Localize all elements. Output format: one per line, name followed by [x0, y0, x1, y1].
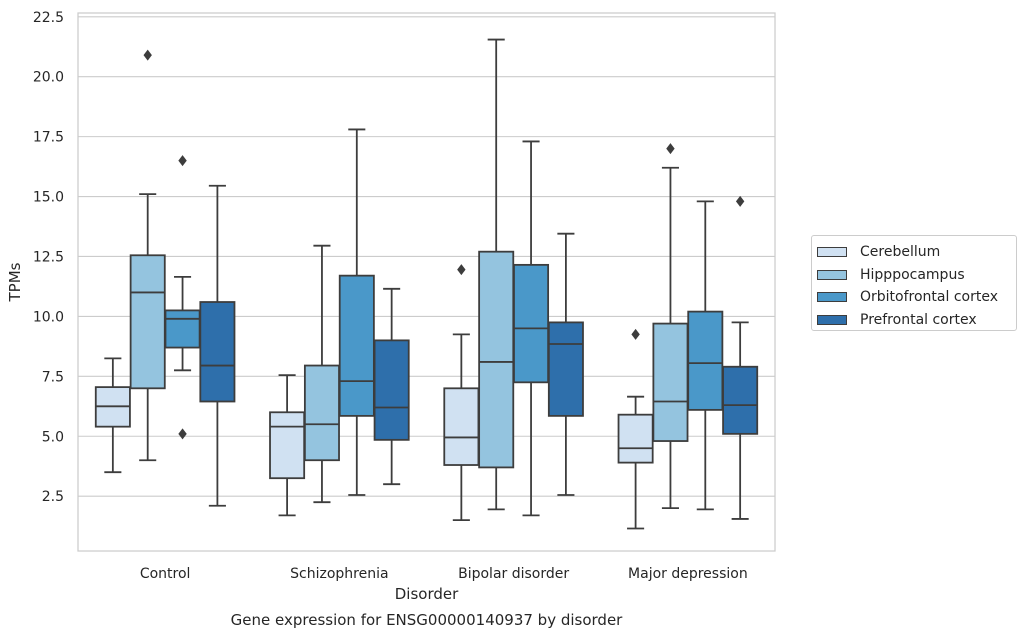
box-2-2 — [513, 140, 550, 517]
legend-label: Hipppocampus — [860, 266, 965, 283]
y-axis-label: TPMs — [6, 262, 24, 302]
box-3-3 — [722, 195, 759, 520]
box-1-0 — [129, 49, 166, 462]
legend-item: Cerebellum — [817, 241, 1016, 264]
outlier-point — [178, 155, 187, 167]
outlier-point — [457, 264, 466, 276]
plot-frame — [77, 12, 776, 552]
box-iqr — [303, 364, 340, 462]
box-0-1 — [269, 374, 306, 517]
outlier-point — [631, 328, 640, 340]
box-iqr — [164, 309, 201, 349]
x-tick-label: Bipolar disorder — [458, 566, 569, 582]
box-1-1 — [303, 244, 340, 504]
legend-item: Orbitofrontal cortex — [817, 286, 1016, 309]
box-iqr — [547, 321, 584, 417]
box-1-2 — [478, 38, 515, 511]
box-2-3 — [687, 200, 724, 511]
y-tick-label: 10.0 — [33, 309, 64, 325]
x-axis-ticks: Control Schizophrenia Bipolar disorder Majo… — [140, 566, 748, 582]
box-2-0 — [164, 155, 201, 440]
box-iqr — [722, 365, 759, 435]
outlier-point — [143, 49, 152, 61]
box-3-1 — [373, 287, 410, 486]
box-0-2 — [443, 264, 480, 522]
x-tick-label: Major depression — [628, 566, 748, 582]
legend-label: Orbitofrontal cortex — [860, 289, 998, 306]
box-0-0 — [94, 357, 131, 474]
box-0-3 — [617, 328, 654, 530]
box-3-0 — [199, 184, 236, 507]
box-iqr — [338, 274, 375, 417]
box-3-2 — [547, 232, 584, 496]
y-axis-ticks: 2.5 5.0 7.5 10.0 12.5 15.0 17.5 20.0 22.5 — [33, 10, 64, 505]
box-iqr — [652, 322, 689, 442]
y-tick-label: 15.0 — [33, 190, 64, 206]
box-iqr — [687, 310, 724, 411]
y-tick-label: 7.5 — [42, 369, 64, 385]
x-tick-label: Control — [140, 566, 191, 582]
x-axis-label: Disorder — [395, 585, 459, 603]
box-iqr — [373, 339, 410, 441]
legend-swatch — [817, 247, 847, 258]
box-iqr — [443, 387, 480, 466]
legend-label: Prefrontal cortex — [860, 311, 977, 328]
outlier-point — [666, 143, 675, 155]
box-iqr — [199, 301, 236, 403]
legend: Cerebellum Hipppocampus Orbitofrontal cort… — [811, 235, 1017, 331]
x-tick-label: Schizophrenia — [290, 566, 388, 582]
legend-item: Prefrontal cortex — [817, 309, 1016, 332]
legend-swatch — [817, 269, 847, 280]
box-1-3 — [652, 143, 689, 510]
box-iqr — [513, 263, 550, 384]
outlier-point — [735, 195, 745, 207]
y-tick-label: 20.0 — [33, 70, 64, 86]
box-iqr — [617, 413, 654, 464]
y-tick-label: 5.0 — [42, 429, 64, 445]
y-tick-label: 22.5 — [33, 10, 64, 26]
box-iqr — [478, 250, 515, 469]
y-tick-label: 12.5 — [33, 249, 64, 265]
box-2-1 — [338, 128, 375, 496]
y-tick-label: 17.5 — [33, 130, 64, 146]
legend-swatch — [817, 292, 847, 303]
box-series — [94, 38, 759, 530]
chart-title: Gene expression for ENSG00000140937 by d… — [231, 611, 624, 629]
box-iqr — [129, 254, 166, 390]
box-iqr — [269, 411, 306, 480]
legend-label: Cerebellum — [860, 244, 941, 261]
y-tick-label: 2.5 — [42, 489, 64, 505]
legend-swatch — [817, 314, 847, 325]
legend-item: Hipppocampus — [817, 264, 1016, 287]
outlier-point — [178, 428, 187, 440]
